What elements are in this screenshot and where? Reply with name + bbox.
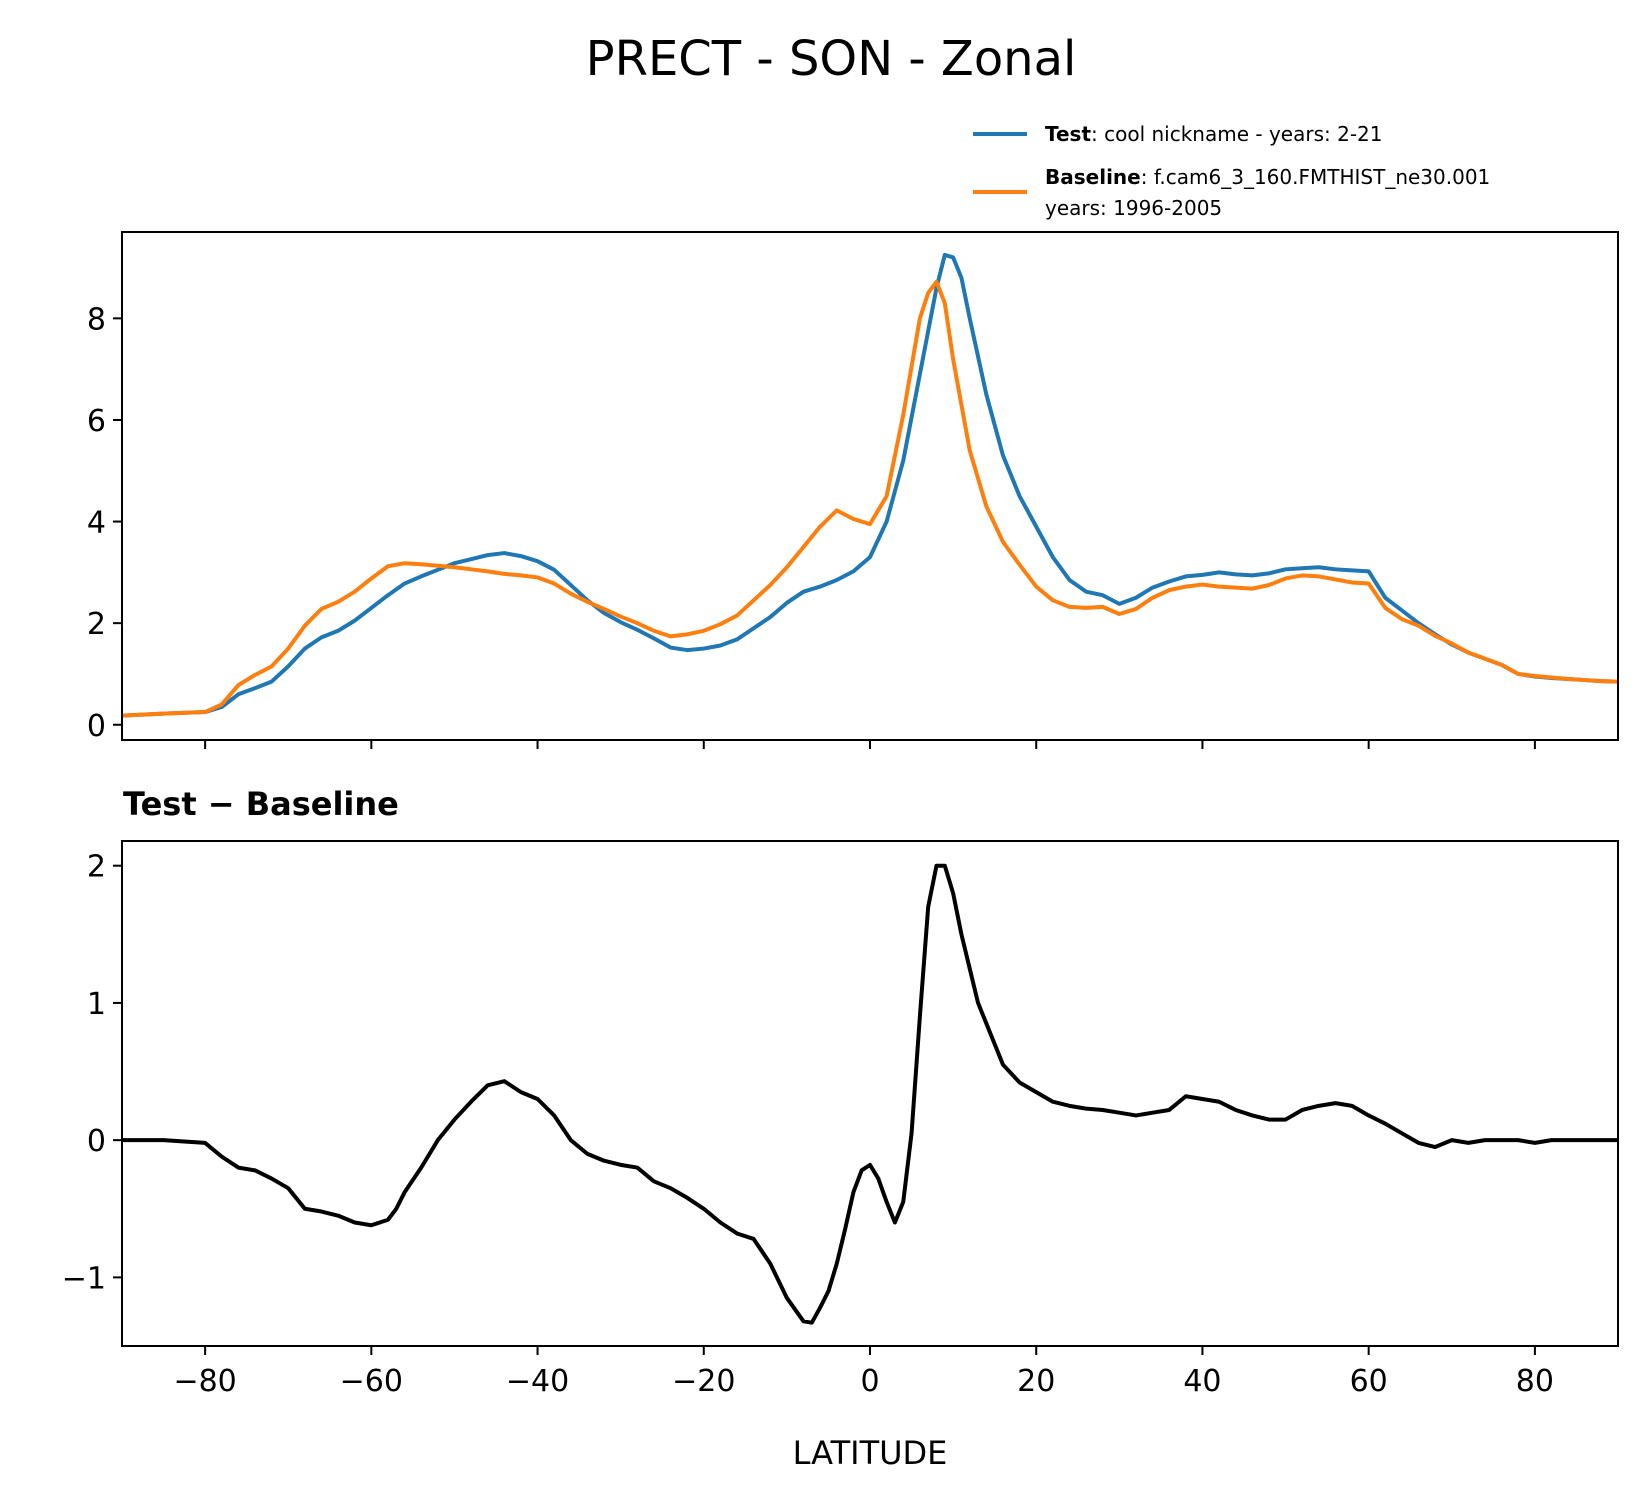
x-tick-label: 40 <box>1183 1364 1221 1399</box>
legend: Test: cool nickname - years: 2-21 Baseli… <box>973 122 1490 220</box>
legend-baseline-name: Baseline <box>1045 165 1141 189</box>
x-tick-label: −20 <box>672 1364 735 1399</box>
top-series <box>121 252 1619 718</box>
y-tick-label: −1 <box>62 1261 106 1296</box>
legend-baseline-desc2: years: 1996-2005 <box>1045 196 1222 220</box>
series-line-test-baseline <box>122 863 1618 1325</box>
y-tick-label: 6 <box>87 404 106 439</box>
diff-panel-title: Test − Baseline <box>123 785 399 823</box>
y-tick-label: 8 <box>87 302 106 337</box>
figure-title: PRECT - SON - Zonal <box>586 31 1077 87</box>
x-tick-label: −40 <box>506 1364 569 1399</box>
bottom-y-ticks: −1 0 1 2 <box>62 850 122 1296</box>
y-tick-label: 0 <box>87 1124 106 1159</box>
series-line-baseline <box>121 279 1619 718</box>
bottom-series <box>122 863 1618 1325</box>
top-panel: 0 2 4 6 8 <box>87 231 1619 749</box>
series-line-test <box>121 252 1619 718</box>
top-y-ticks: 0 2 4 6 8 <box>87 302 122 744</box>
x-tick-label: 0 <box>860 1364 879 1399</box>
legend-test-name: Test <box>1045 122 1091 146</box>
x-tick-label: −80 <box>173 1364 236 1399</box>
y-tick-label: 1 <box>87 987 106 1022</box>
legend-test-label: Test: cool nickname - years: 2-21 <box>1045 122 1382 146</box>
top-axes-frame <box>121 231 1619 741</box>
bottom-x-ticks: −80 −60 −40 −20 0 20 40 60 80 <box>173 1346 1554 1399</box>
legend-baseline-desc: : f.cam6_3_160.FMTHIST_ne30.001 <box>1141 165 1491 189</box>
x-tick-label: 80 <box>1516 1364 1554 1399</box>
y-tick-label: 0 <box>87 709 106 744</box>
x-tick-label: 20 <box>1017 1364 1055 1399</box>
bottom-panel: −1 0 1 2 −80 −60 −40 −20 0 20 40 60 80 <box>62 840 1619 1399</box>
y-tick-label: 2 <box>87 850 106 885</box>
y-tick-label: 4 <box>87 506 106 541</box>
y-tick-label: 2 <box>87 607 106 642</box>
x-tick-label: −60 <box>340 1364 403 1399</box>
legend-baseline-label: Baseline: f.cam6_3_160.FMTHIST_ne30.001 <box>1045 165 1490 189</box>
x-axis-label: LATITUDE <box>793 1434 948 1472</box>
legend-test-desc: : cool nickname - years: 2-21 <box>1091 122 1382 146</box>
bottom-axes-frame <box>121 840 1619 1347</box>
x-tick-label: 60 <box>1350 1364 1388 1399</box>
top-x-ticks <box>204 740 1536 749</box>
